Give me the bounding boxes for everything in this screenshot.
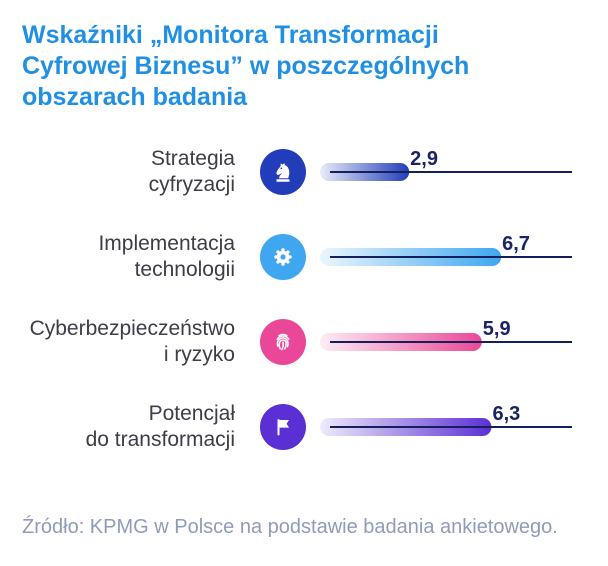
bar-row-cybersecurity: 5,9: [320, 318, 572, 351]
fingerprint-icon: [276, 333, 290, 351]
category-label-transformation: Potencjał do transformacji: [85, 402, 235, 451]
gear-icon: [274, 248, 292, 266]
chess-knight-icon: [276, 163, 290, 182]
value-label-technology: 6,7: [502, 233, 530, 255]
icon-badge-transformation: [260, 404, 306, 450]
category-label-technology: Implementacja technologii: [98, 232, 235, 281]
bar-cybersecurity: [320, 333, 482, 351]
icon-badge-strategy: [260, 149, 306, 195]
bar-transformation: [320, 418, 492, 436]
bar-strategy: [320, 163, 410, 181]
value-label-strategy: 2,9: [410, 148, 438, 170]
chart-title: Wskaźniki „Monitora Transformacji Cyfrow…: [22, 21, 470, 111]
value-label-cybersecurity: 5,9: [483, 318, 511, 340]
icon-badge-technology: [260, 234, 306, 280]
bar-technology: [320, 248, 502, 266]
source-note: Źródło: KPMG w Polsce na podstawie badan…: [22, 516, 558, 538]
category-label-cybersecurity: Cyberbezpieczeństwo i ryzyko: [29, 317, 235, 366]
icon-badge-cybersecurity: [260, 319, 306, 365]
bar-row-strategy: 2,9: [320, 148, 572, 181]
bar-row-technology: 6,7: [320, 233, 572, 266]
value-label-transformation: 6,3: [492, 403, 520, 425]
category-label-strategy: Strategia cyfryzacji: [148, 147, 235, 196]
flag-icon: [277, 419, 289, 436]
bar-row-transformation: 6,3: [320, 403, 572, 436]
